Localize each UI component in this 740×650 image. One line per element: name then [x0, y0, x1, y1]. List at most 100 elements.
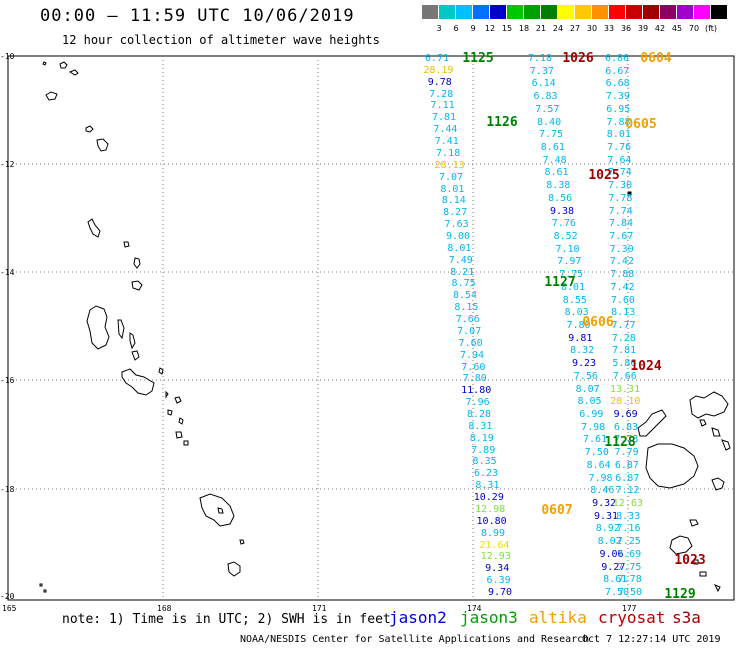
wave-height-value: 7.11 [430, 100, 455, 112]
pass-time-label: 0605 [625, 117, 657, 132]
wave-height-value: 9.27 [601, 561, 626, 573]
wave-height-value: 9.34 [485, 563, 510, 575]
wave-height-value: 8.03 [564, 307, 589, 319]
wave-height-value: 7.61 [582, 434, 608, 446]
wave-height-value: 8.28 [466, 409, 492, 420]
wave-height-value: 7.88 [610, 269, 635, 281]
wave-height-value: 7.75 [538, 129, 564, 141]
legend-swatch [677, 5, 693, 19]
satellite-s3a: s3a [672, 608, 701, 627]
wave-height-value: 8.40 [537, 116, 562, 128]
wave-height-value: 6.87 [614, 459, 639, 471]
wave-height-value: 7.77 [611, 320, 636, 331]
legend-swatch [592, 5, 608, 19]
legend-swatch [473, 5, 489, 19]
wave-height-value: 8.07 [575, 383, 600, 395]
coastline-vanuatu [39, 61, 245, 593]
wave-height-value: 10.29 [473, 492, 504, 504]
satellite-jason3: jason3 [460, 608, 518, 627]
wave-height-value: 7.76 [607, 142, 632, 153]
legend-swatch [456, 5, 472, 19]
wave-height-value: 6.39 [486, 575, 511, 587]
pass-time-label: 0607 [541, 503, 573, 518]
legend-label: 39 [637, 24, 649, 33]
wave-height-value: 12.98 [475, 503, 506, 515]
wave-height-value: 7.48 [542, 154, 567, 166]
pass-time-label: 1024 [630, 359, 662, 374]
wave-height-value: 8.61 [603, 574, 628, 586]
wave-height-value: 7.67 [609, 231, 634, 242]
wave-height-value: 7.25 [616, 536, 641, 548]
wave-height-value: 7.81 [431, 112, 457, 124]
page-title: 00:00 – 11:59 UTC 10/06/2019 [40, 6, 355, 26]
wave-height-value: 7.98 [588, 472, 613, 484]
wave-height-value: 6.99 [579, 409, 604, 420]
satellite-altika: altika [529, 608, 587, 627]
pass-time-label: 1126 [486, 115, 518, 130]
wave-height-value: 8.01 [447, 242, 472, 254]
wave-height-value: 7.44 [433, 124, 458, 136]
legend-swatch [609, 5, 625, 19]
pass-time-label: 1127 [544, 275, 576, 290]
wave-height-value: 7.41 [434, 136, 459, 148]
wave-height-value: 8.64 [586, 459, 611, 471]
wave-height-value: 7.50 [617, 587, 643, 598]
map-frame [7, 55, 735, 601]
grid-lines [8, 56, 734, 600]
wave-height-value: 7.07 [457, 325, 482, 337]
wave-height-value: 28.19 [423, 64, 454, 76]
wave-height-value: 7.18 [436, 147, 461, 159]
latitude-label: -20 [0, 592, 15, 601]
wave-height-value: 6.23 [473, 468, 499, 480]
wave-height-value: 8.01 [560, 281, 586, 293]
wave-height-value: 6.83 [533, 91, 558, 103]
pass-time-label: 0606 [582, 315, 614, 330]
wave-height-value: 9.32 [592, 498, 617, 509]
wave-height-value: 8.61 [544, 167, 569, 179]
wave-height-value: 6.14 [531, 78, 556, 90]
wave-height-value: 6.83 [613, 421, 639, 433]
wave-height-value: 12.63 [612, 498, 643, 509]
wave-height-value: 7.74 [608, 205, 633, 217]
legend-label: (ft) [704, 24, 718, 33]
wave-height-value: 7.50 [584, 447, 609, 459]
wave-height-value: 7.39 [605, 91, 630, 103]
coastline-fiji [627, 191, 731, 593]
legend-swatch [575, 5, 591, 19]
footer-credit: NOAA/NESDIS Center for Satellite Applica… [240, 634, 590, 645]
wave-height-value: 9.23 [571, 358, 597, 370]
wave-height-value: 8.21 [450, 266, 475, 278]
wave-height-value: 7.28 [429, 88, 454, 100]
wave-height-value: 28.10 [610, 396, 641, 408]
wave-height-value: 7.18 [527, 53, 553, 64]
wave-height-value: 9.69 [613, 409, 638, 420]
wave-height-value: 28.13 [434, 159, 465, 171]
legend-swatch [524, 5, 540, 19]
wave-height-value: 7.78 [614, 434, 639, 446]
wave-height-value: 8.54 [452, 290, 478, 302]
wave-height-value: 7.30 [609, 243, 634, 255]
latitude-label: -12 [0, 160, 15, 169]
legend-swatch [507, 5, 523, 19]
legend-label: 18 [518, 24, 530, 33]
longitude-label: 171 [312, 604, 327, 613]
legend-label: 42 [654, 24, 666, 33]
wave-height-value: 7.28 [611, 332, 636, 344]
wave-height-value: 9.70 [487, 587, 513, 598]
latitude-label: -18 [0, 485, 15, 494]
pass-time-label: 1129 [664, 587, 696, 602]
wave-height-value: 7.98 [581, 421, 606, 433]
wave-height-value: 7.80 [462, 373, 487, 385]
wave-height-value: 7.74 [607, 167, 632, 179]
legend-swatch [643, 5, 659, 19]
wave-height-value: 7.89 [471, 444, 496, 456]
wave-height-value: 7.50 [604, 587, 630, 598]
wave-height-value: 7.76 [551, 218, 576, 230]
latitude-label: -16 [0, 376, 15, 385]
wave-height-value: 6.87 [615, 472, 640, 484]
wave-height-value: 9.06 [599, 548, 624, 560]
wave-height-value: 7.60 [458, 337, 483, 349]
wave-height-value: 7.63 [444, 219, 469, 231]
wave-height-value: 7.78 [617, 574, 642, 586]
